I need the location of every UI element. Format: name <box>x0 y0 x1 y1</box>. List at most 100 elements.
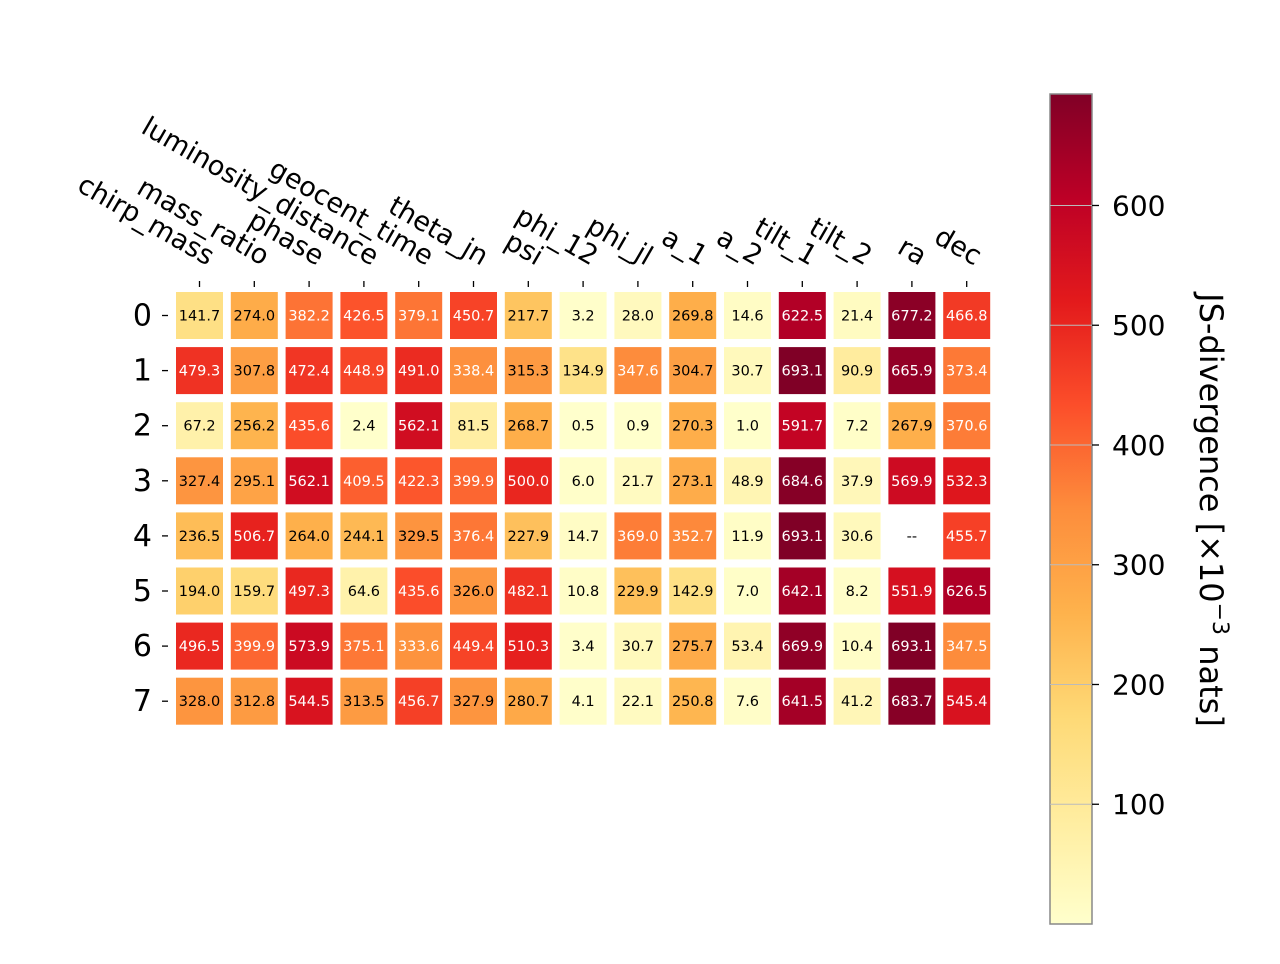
cell-value-label: 399.9 <box>453 474 495 490</box>
cell-value-label: 562.1 <box>398 419 440 435</box>
cell-value-label: 626.5 <box>946 584 988 600</box>
heatmap-cell <box>724 457 771 505</box>
cell-value-label: 274.0 <box>234 309 276 325</box>
cell-value-label: 3.4 <box>572 639 595 655</box>
heatmap-cell <box>450 292 497 339</box>
cell-value-label: 376.4 <box>453 529 495 545</box>
heatmap-cell <box>450 457 497 505</box>
heatmap-cell <box>724 512 771 560</box>
heatmap-cell <box>669 402 717 450</box>
cell-value-label: 264.0 <box>288 529 330 545</box>
cell-value-label: 422.3 <box>398 474 440 490</box>
cell-value-label: 409.5 <box>343 474 385 490</box>
cell-value-label: 491.0 <box>398 364 440 380</box>
heatmap-cell <box>176 512 223 560</box>
cell-value-label: 295.1 <box>234 474 276 490</box>
heatmap-cell <box>833 402 881 450</box>
cell-value-label: 329.5 <box>398 529 440 545</box>
heatmap-cell <box>230 347 278 395</box>
heatmap-cell <box>724 677 771 725</box>
cell-value-label: 472.4 <box>288 364 330 380</box>
cell-value-label: 6.0 <box>572 474 595 490</box>
heatmap-cell <box>778 512 826 560</box>
heatmap-cell <box>340 347 388 395</box>
cell-value-label: 435.6 <box>398 584 440 600</box>
heatmap-cell <box>340 622 388 670</box>
heatmap-cell <box>176 622 223 670</box>
cell-value-label: 591.7 <box>782 419 824 435</box>
cell-value-label: 141.7 <box>179 309 221 325</box>
heatmap-cell <box>504 622 552 670</box>
heatmap-cell <box>230 512 278 560</box>
column-label: tilt_2 <box>804 212 877 272</box>
cell-value-label: 338.4 <box>453 364 495 380</box>
heatmap-cell <box>669 347 717 395</box>
cell-value-label: 456.7 <box>398 694 440 710</box>
heatmap-cell <box>778 457 826 505</box>
heatmap-cell <box>285 622 333 670</box>
cell-value-label: 482.1 <box>508 584 550 600</box>
colorbar: 100 200 300 400 500 600 JS-divergence [×10−3 n… <box>1049 93 1232 925</box>
heatmap-cell <box>724 347 771 395</box>
cell-value-label: 159.7 <box>234 584 276 600</box>
heatmap-cell <box>176 457 223 505</box>
heatmap-cell <box>340 292 388 339</box>
cell-value-label: 28.0 <box>622 309 654 325</box>
heatmap-cell <box>395 622 443 670</box>
cell-value-label: 307.8 <box>234 364 276 380</box>
cell-value-label: 227.9 <box>508 529 550 545</box>
cell-value-label: 4.1 <box>572 694 595 710</box>
row-label: 1 <box>133 354 152 389</box>
heatmap-cell <box>778 567 826 615</box>
cell-value-label: 275.7 <box>672 639 714 655</box>
heatmap-cell <box>395 457 443 505</box>
column-labels: chirp_massmass_ratiophaseluminosity_dist… <box>72 111 987 287</box>
colorbar-tick-label: 300 <box>1112 549 1165 582</box>
cell-value-label: 0.9 <box>626 419 649 435</box>
heatmap-cell <box>504 567 552 615</box>
colorbar-tick-label: 600 <box>1112 189 1165 222</box>
heatmap-cell <box>559 457 607 505</box>
heatmap-cell <box>450 567 497 615</box>
cell-value-label: 7.0 <box>736 584 759 600</box>
cell-value-label: 370.6 <box>946 419 988 435</box>
cell-value-label: 229.9 <box>617 584 659 600</box>
cell-value-label: 304.7 <box>672 364 714 380</box>
cell-value-label: 0.5 <box>572 419 595 435</box>
cell-value-label: 622.5 <box>782 309 824 325</box>
heatmap-cell <box>614 622 662 670</box>
cell-value-label: 267.9 <box>891 419 933 435</box>
heatmap-cell <box>340 677 388 725</box>
heatmap-cell <box>285 512 333 560</box>
heatmap-cell <box>943 457 991 505</box>
cell-value-label: 352.7 <box>672 529 714 545</box>
heatmap-cell <box>778 402 826 450</box>
heatmap-cell <box>888 512 936 560</box>
cell-value-label: 693.1 <box>782 364 824 380</box>
cell-value-label: 67.2 <box>183 419 215 435</box>
cell-value-label: 506.7 <box>234 529 276 545</box>
cell-value-label: -- <box>907 529 917 545</box>
heatmap-cell <box>450 677 497 725</box>
heatmap-cell <box>504 512 552 560</box>
cell-value-label: 382.2 <box>288 309 330 325</box>
heatmap-cell <box>888 347 936 395</box>
heatmap-cell <box>504 292 552 339</box>
cell-value-label: 142.9 <box>672 584 714 600</box>
heatmap-cell <box>176 347 223 395</box>
cell-value-label: 641.5 <box>782 694 824 710</box>
cell-value-label: 90.9 <box>841 364 873 380</box>
heatmap-cell <box>340 512 388 560</box>
cell-value-label: 677.2 <box>891 309 933 325</box>
cell-value-label: 642.1 <box>782 584 824 600</box>
heatmap-cell <box>614 292 662 339</box>
cell-value-label: 379.1 <box>398 309 440 325</box>
row-label: 0 <box>133 299 152 334</box>
cell-value-label: 573.9 <box>288 639 330 655</box>
cell-value-label: 30.6 <box>841 529 873 545</box>
heatmap-cell <box>559 292 607 339</box>
heatmap-cell <box>230 402 278 450</box>
heatmap-cell <box>230 677 278 725</box>
heatmap-cell <box>724 292 771 339</box>
